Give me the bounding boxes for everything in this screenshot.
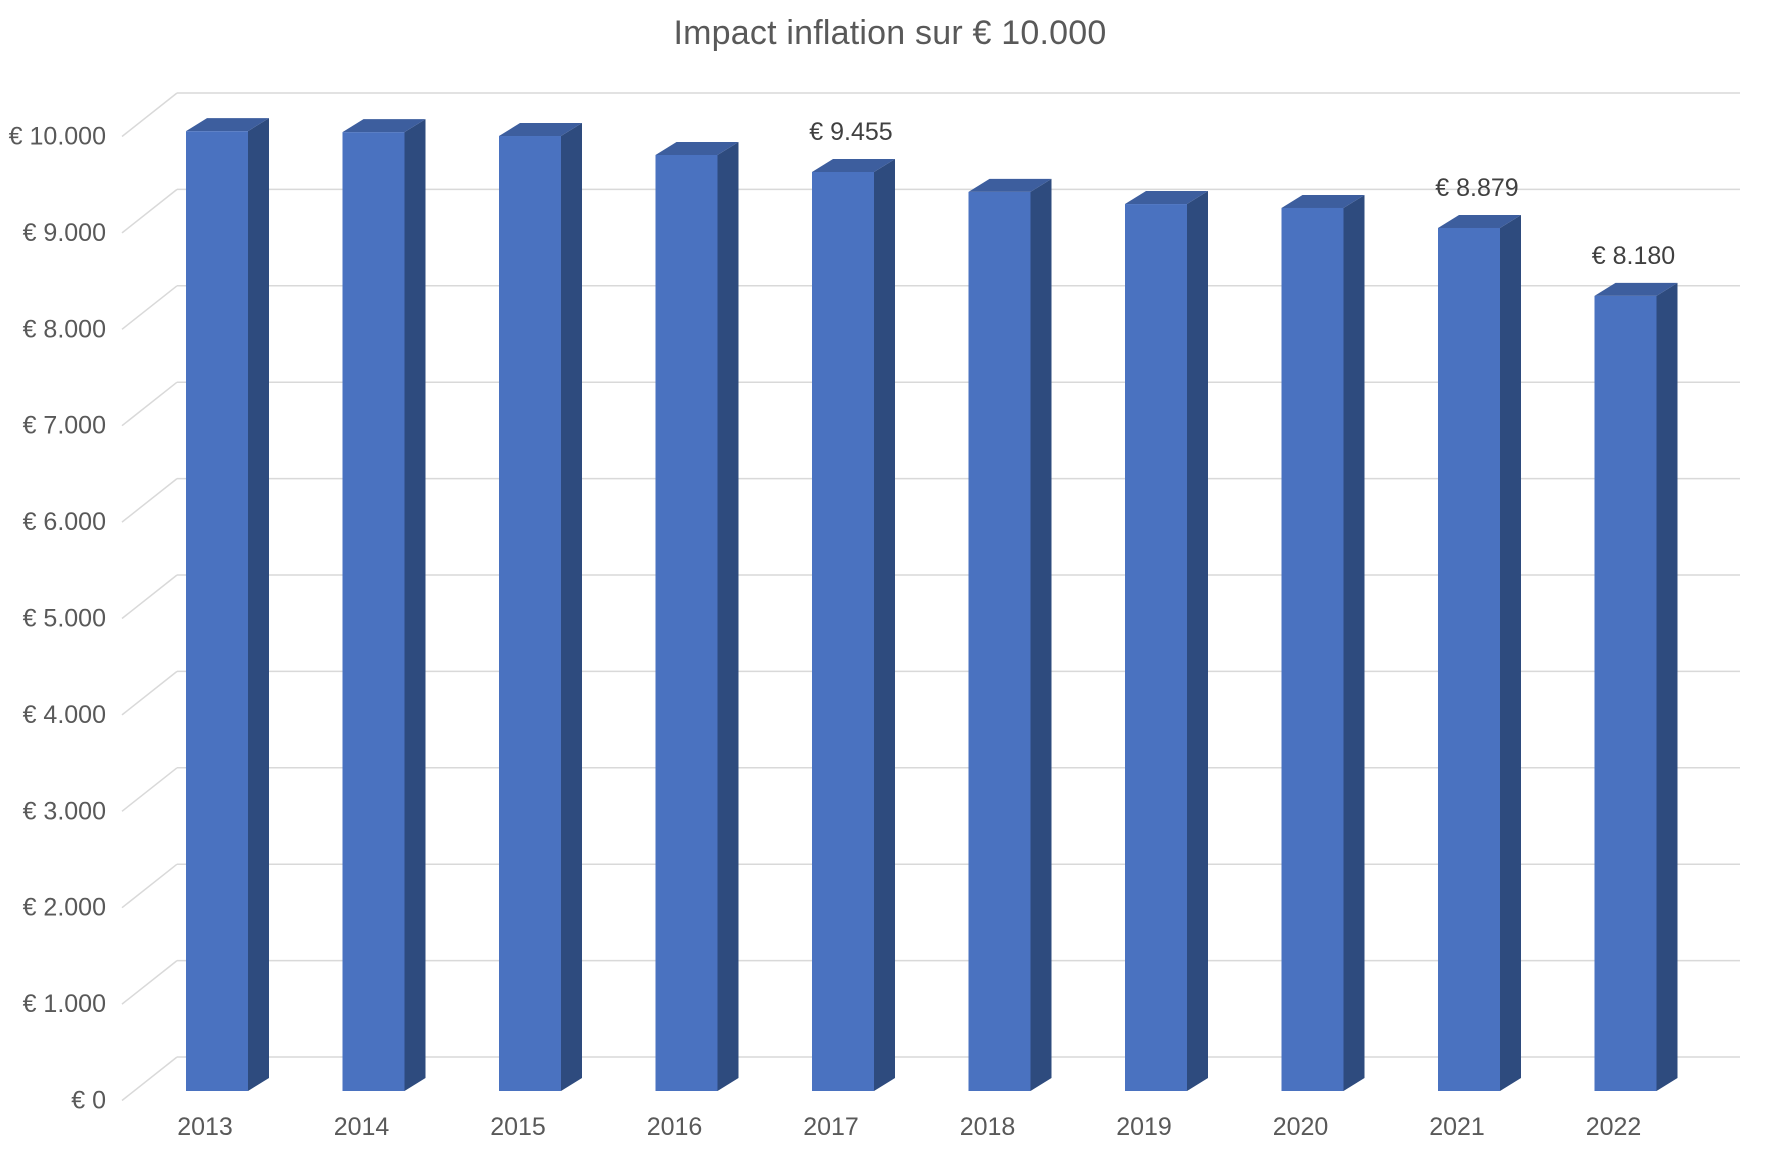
bar-front-face	[186, 131, 248, 1091]
bar-front-face	[499, 136, 561, 1091]
y-tick-connector	[121, 188, 178, 234]
bar-2020[interactable]	[1281, 194, 1365, 1092]
x-axis-tick-label: 2021	[1429, 1113, 1485, 1141]
y-tick-connector	[121, 767, 178, 812]
data-label-2021: € 8.879	[1435, 174, 1518, 202]
y-axis-tick-label: € 4.000	[23, 701, 106, 729]
bar-top-face	[342, 119, 426, 133]
y-axis-tick-label: € 3.000	[23, 797, 106, 825]
y-tick-connector	[121, 285, 178, 330]
y-tick-connector	[121, 478, 178, 523]
bar-2018[interactable]	[968, 178, 1052, 1091]
y-axis-tick-label: € 6.000	[23, 508, 106, 536]
x-axis-tick-label: 2022	[1586, 1113, 1642, 1141]
x-axis-tick-label: 2016	[647, 1113, 703, 1141]
bar-side-face	[561, 123, 582, 1091]
y-axis-tick-label: € 10.000	[9, 123, 106, 151]
y-tick-connector	[121, 960, 178, 1005]
bar-side-face	[1656, 282, 1678, 1091]
x-axis-tick-label: 2015	[490, 1113, 546, 1141]
bar-side-face	[717, 141, 739, 1092]
bar-top-face	[968, 178, 1052, 192]
bar-2019[interactable]	[1125, 191, 1208, 1092]
bar-top-face	[1438, 214, 1521, 228]
bar-front-face	[1125, 204, 1187, 1092]
bar-side-face	[1343, 194, 1365, 1092]
bar-side-face	[404, 119, 426, 1091]
bar-side-face	[1030, 178, 1052, 1091]
bar-2021[interactable]	[1438, 214, 1521, 1092]
bar-top-face	[812, 158, 895, 172]
y-axis-tick-label: € 8.000	[23, 315, 106, 343]
bar-2022[interactable]	[1594, 282, 1678, 1091]
bar-top-face	[1125, 191, 1208, 205]
bar-side-face	[874, 158, 895, 1091]
y-tick-connector	[121, 574, 178, 620]
chart-title: Impact inflation sur € 10.000	[673, 14, 1107, 52]
y-axis-tick-label: € 7.000	[23, 412, 106, 440]
bar-front-face	[968, 191, 1031, 1091]
x-axis-tick-label: 2020	[1273, 1113, 1329, 1141]
x-axis-tick-label: 2013	[177, 1113, 233, 1141]
y-tick-connector	[121, 1056, 178, 1102]
y-tick-connector	[121, 381, 178, 427]
y-axis-tick-label: € 9.000	[23, 219, 106, 247]
bar-2016[interactable]	[655, 141, 739, 1092]
y-axis-tick-label: € 2.000	[23, 894, 106, 922]
bar-2014[interactable]	[342, 119, 426, 1091]
bar-front-face	[655, 154, 718, 1092]
bar-front-face	[1281, 207, 1344, 1092]
x-axis-tick-label: 2017	[803, 1113, 859, 1141]
bar-2017[interactable]	[812, 158, 895, 1091]
bar-side-face	[248, 118, 269, 1091]
bar-2013[interactable]	[186, 118, 269, 1091]
y-axis-tick-label: € 0	[71, 1087, 106, 1115]
y-tick-connector	[121, 670, 178, 716]
bar-front-face	[1438, 227, 1500, 1092]
y-tick-connector	[121, 92, 178, 138]
x-axis-tick-label: 2019	[1116, 1113, 1172, 1141]
bar-top-face	[499, 123, 582, 137]
bar-top-face	[1594, 282, 1678, 296]
x-axis-tick-label: 2014	[334, 1113, 390, 1141]
bar-side-face	[1500, 214, 1521, 1092]
data-label-2017: € 9.455	[809, 118, 892, 146]
x-axis-tick-label: 2018	[960, 1113, 1016, 1141]
bar-top-face	[1281, 194, 1365, 208]
bar-front-face	[342, 132, 405, 1091]
bar-front-face	[1594, 295, 1657, 1091]
bar-side-face	[1187, 191, 1208, 1092]
bar-2015[interactable]	[499, 123, 582, 1091]
bar-top-face	[186, 118, 269, 132]
y-tick-connector	[121, 863, 178, 909]
bar-top-face	[655, 141, 739, 155]
y-axis-tick-label: € 1.000	[23, 990, 106, 1018]
data-label-2022: € 8.180	[1592, 242, 1675, 270]
y-axis-tick-label: € 5.000	[23, 605, 106, 633]
bar-front-face	[812, 171, 874, 1091]
